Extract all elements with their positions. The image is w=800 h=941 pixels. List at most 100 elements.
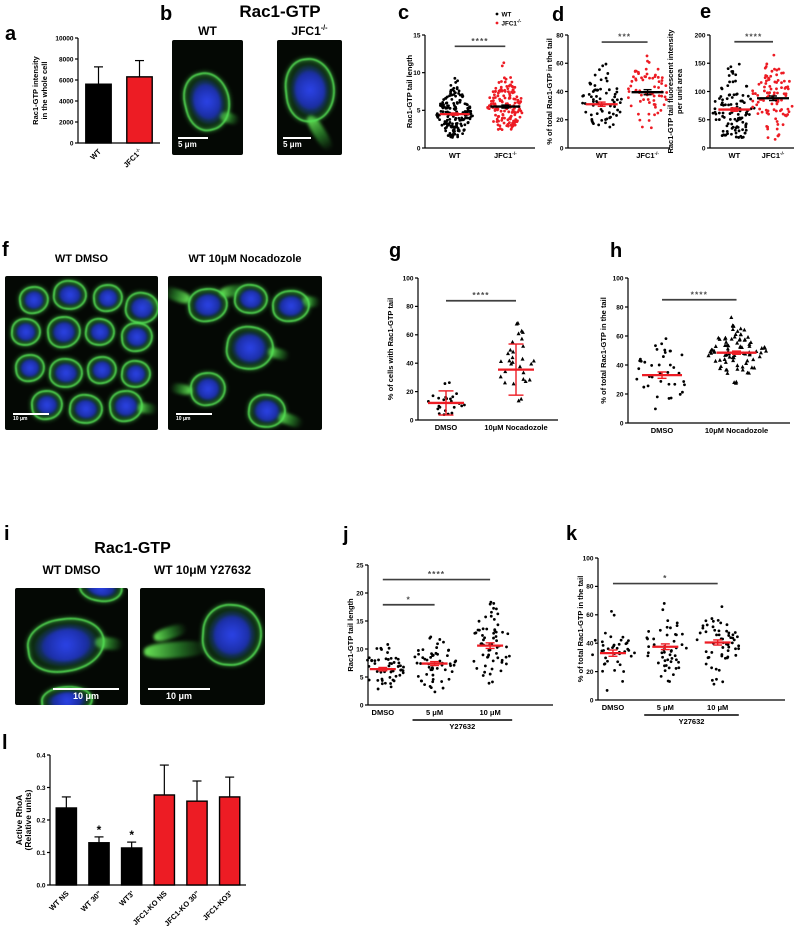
scale-bar: 5 μm	[178, 136, 208, 149]
panel-letter-l: l	[2, 732, 8, 754]
svg-text:0.4: 0.4	[36, 752, 45, 759]
cell-blob	[83, 316, 117, 348]
svg-text:0.1: 0.1	[36, 850, 45, 857]
svg-text:DMSO: DMSO	[651, 426, 674, 435]
panel-b-label-wt: WT	[198, 24, 217, 38]
nucleus-blob	[90, 323, 110, 341]
panel-letter-i: i	[4, 523, 10, 545]
cell-blob	[246, 392, 288, 430]
svg-text:80: 80	[406, 304, 414, 311]
svg-text:WT 30": WT 30"	[79, 889, 104, 914]
cell-blob	[122, 289, 158, 327]
svg-text:WT NS: WT NS	[47, 889, 70, 912]
svg-text:60: 60	[556, 61, 564, 68]
panel-k-scatter-chart: 0 20 40 60 80 100 % of total Rac1-GTP in the t…	[575, 540, 800, 741]
svg-text:100: 100	[695, 89, 706, 96]
svg-text:20: 20	[616, 391, 624, 398]
cell-blob	[91, 282, 125, 314]
scale-bar: 10 μm	[176, 413, 212, 422]
svg-text:15: 15	[413, 32, 421, 39]
scale-bar: 5 μm	[283, 136, 311, 149]
svg-text:10: 10	[413, 70, 421, 77]
svg-text:in the whole cell: in the whole cell	[40, 62, 49, 120]
svg-text:WT: WT	[449, 151, 461, 160]
nucleus-blob	[17, 323, 35, 341]
svg-text:JFC1-/-: JFC1-/-	[122, 147, 145, 170]
nucleus-blob	[92, 361, 112, 379]
svg-text:5: 5	[417, 108, 421, 115]
panel-j-scatter-chart: 0 5 10 15 20 25 Rac1-GTP tail length DMSO 5 μM 10…	[345, 540, 561, 741]
svg-text:0: 0	[590, 697, 594, 704]
cell-blob	[270, 288, 312, 324]
svg-text:5 μM: 5 μM	[426, 708, 443, 717]
svg-text:0: 0	[70, 140, 74, 147]
svg-text:0: 0	[410, 417, 414, 424]
svg-text:20: 20	[356, 590, 364, 597]
panel-letter-a: a	[5, 23, 17, 45]
cell-blob	[67, 392, 105, 426]
svg-text:10 μM: 10 μM	[707, 703, 728, 712]
panel-a-bar-chart: 0 2000 4000 6000 8000 10000 Rac1-GTP intensity…	[14, 18, 176, 174]
panel-i-image-y27632: 10 μm	[140, 588, 265, 705]
svg-text:JFC1-KO3': JFC1-KO3'	[201, 889, 234, 922]
cell-blob	[119, 320, 155, 354]
nucleus-blob	[189, 81, 225, 122]
svg-text:40: 40	[556, 89, 564, 96]
svg-text:8000: 8000	[59, 56, 74, 63]
svg-text:60: 60	[406, 332, 414, 339]
svg-text:WT: WT	[729, 151, 741, 160]
cell-blob	[223, 322, 277, 374]
nucleus-blob	[115, 396, 137, 416]
nucleus-blob	[240, 289, 262, 309]
panel-b-label-jfc1: JFC1-/-	[291, 23, 328, 38]
cell-blob	[232, 282, 270, 316]
cell-blob	[23, 612, 109, 678]
svg-text:% of cells with Rac1-GTP tail: % of cells with Rac1-GTP tail	[386, 298, 395, 400]
svg-text:60: 60	[616, 333, 624, 340]
svg-text:0: 0	[360, 702, 364, 709]
svg-text:100: 100	[613, 275, 624, 282]
svg-text:% of total Rac1-GTP in the ta: % of total Rac1-GTP in the tail	[599, 297, 608, 404]
svg-text:50: 50	[698, 117, 706, 124]
svg-text:WT: WT	[88, 147, 103, 162]
panel-letter-h: h	[610, 240, 623, 262]
svg-text:WT: WT	[502, 11, 512, 18]
svg-text:10: 10	[356, 646, 364, 653]
svg-text:0: 0	[560, 145, 564, 152]
svg-text:60: 60	[586, 612, 594, 619]
svg-text:10000: 10000	[55, 35, 73, 42]
cell-blob	[13, 352, 47, 384]
svg-text:40: 40	[586, 641, 594, 648]
panel-f-label-dmso: WT DMSO	[54, 253, 109, 265]
svg-text:80: 80	[586, 584, 594, 591]
scale-bar: 10 μm	[13, 413, 49, 422]
panel-letter-g: g	[389, 240, 402, 262]
panel-g-scatter-chart: 0 20 40 60 80 100 % of cells with Rac1-GTP tai…	[385, 253, 572, 455]
cell-blob	[45, 314, 83, 350]
nucleus-blob	[212, 615, 252, 655]
svg-text:25: 25	[356, 562, 364, 569]
svg-text:% of total Rac1-GTP in the ta: % of total Rac1-GTP in the tail	[545, 38, 554, 145]
panel-letter-c: c	[398, 2, 410, 24]
cell-blob	[17, 284, 51, 316]
cell-blob	[85, 354, 119, 386]
svg-text:****: ****	[691, 289, 708, 299]
svg-text:JFC1-/-: JFC1-/-	[494, 151, 517, 160]
nucleus-blob	[59, 285, 81, 305]
svg-text:*: *	[97, 823, 102, 837]
svg-text:*: *	[129, 828, 134, 842]
cell-blob	[281, 55, 339, 125]
svg-text:10μM Nocadozole: 10μM Nocadozole	[484, 423, 547, 432]
svg-text:0: 0	[417, 145, 421, 152]
panel-d-scatter-chart: 0 20 40 60 80% of total Rac1-GTP in the tail…	[545, 8, 677, 171]
svg-text:100: 100	[583, 555, 594, 562]
nucleus-blob	[20, 359, 40, 377]
svg-text:0: 0	[620, 420, 624, 427]
scale-bar: 10 μm	[53, 687, 119, 701]
panel-i-label-dmso: WT DMSO	[42, 563, 101, 577]
nucleus-blob	[75, 399, 97, 419]
panel-letter-d: d	[552, 4, 565, 26]
svg-text:200: 200	[695, 32, 706, 39]
svg-text:5: 5	[360, 674, 364, 681]
